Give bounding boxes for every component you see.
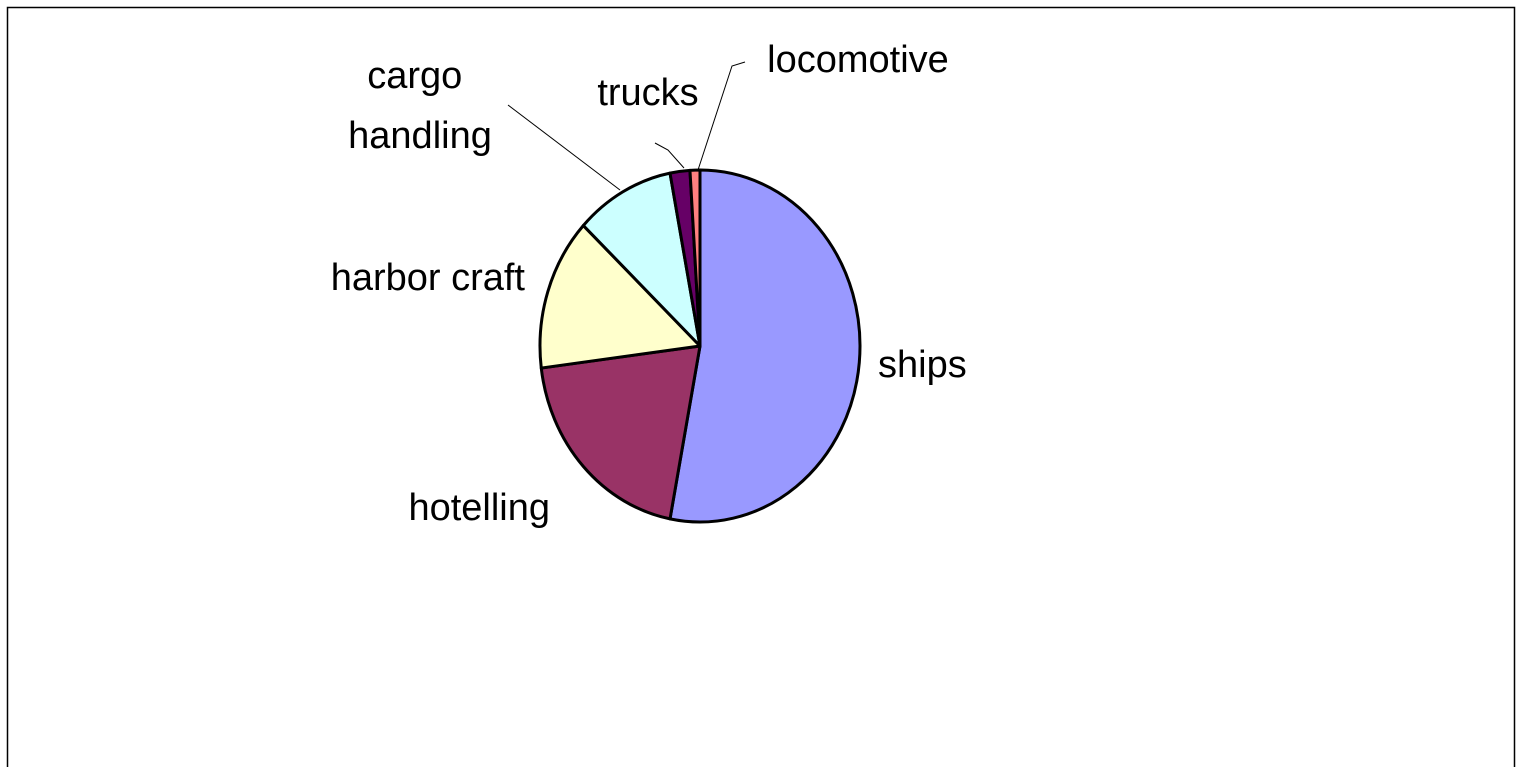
pie-slice (538, 224, 702, 370)
slice-label: cargo handling (348, 55, 492, 157)
pie-slice (668, 168, 862, 524)
slice-label: locomotive (767, 39, 949, 81)
leader-line (697, 61, 746, 171)
slice-label: harbor craft (331, 257, 526, 299)
slice-label: hotelling (408, 487, 550, 529)
pie-slice (581, 171, 702, 348)
slice-label: ships (878, 344, 967, 386)
leader-line (507, 104, 621, 191)
pie-slice (539, 344, 702, 521)
slice-label-line: cargo (367, 55, 473, 97)
slice-label: trucks (597, 72, 698, 114)
chart-frame (6, 6, 1516, 767)
pie-slice (688, 168, 702, 348)
slice-label-line: handling (348, 115, 492, 157)
leader-line (654, 142, 685, 169)
